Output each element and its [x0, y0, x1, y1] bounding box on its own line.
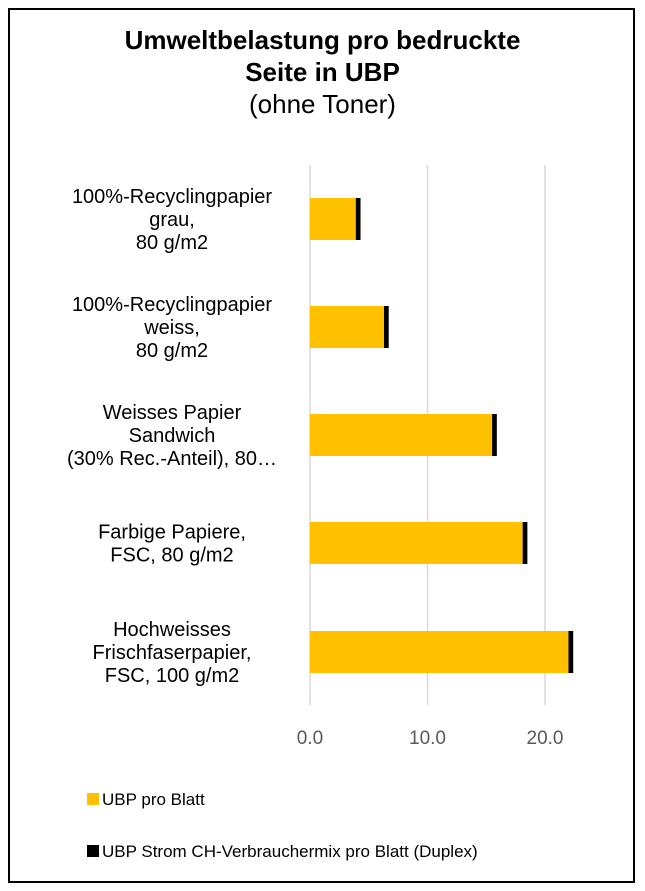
bar-ubp-pro-blatt	[310, 198, 356, 240]
category-label-line: FSC, 80 g/m2	[110, 545, 233, 567]
category-label-line: 100%-Recyclingpapier	[72, 294, 272, 316]
category-label: Weisses Papier Sandwich (30% Rec.-Anteil),…	[67, 402, 277, 470]
category-label: Farbige Papiere, FSC, 80 g/m2	[98, 522, 246, 567]
bar-ubp-strom	[355, 198, 361, 240]
chart-title: Umweltbelastung pro bedruckte Seite in UB…	[0, 24, 645, 120]
legend-swatch	[87, 793, 99, 805]
category-label-line: Weisses Papier	[103, 402, 242, 424]
category-label-line: Frischfaserpapier,	[93, 642, 252, 664]
bar-ubp-strom	[492, 414, 497, 456]
x-tick-label: 20.0	[527, 728, 564, 749]
chart-subtitle: (ohne Toner)	[249, 89, 396, 119]
bar-ubp-strom	[568, 631, 574, 673]
category-label: 100%-Recyclingpapier weiss, 80 g/m2	[72, 294, 272, 362]
bar-ubp-pro-blatt	[310, 631, 569, 673]
category-label-line: weiss,	[143, 317, 200, 339]
x-tick-label: 0.0	[297, 728, 323, 749]
legend-label: UBP Strom CH-Verbrauchermix pro Blatt (D…	[102, 842, 478, 861]
category-label-line: Farbige Papiere,	[98, 522, 246, 544]
category-label-line: 80 g/m2	[136, 232, 208, 254]
category-label-line: FSC, 100 g/m2	[105, 665, 240, 687]
category-label-line: 100%-Recyclingpapier	[72, 186, 272, 208]
category-label-line: Hochweisses	[113, 619, 231, 641]
bar-ubp-strom	[384, 306, 389, 348]
bar-ubp-pro-blatt	[310, 414, 493, 456]
category-label-line: grau,	[149, 209, 195, 231]
chart-title-main: Umweltbelastung pro bedruckte Seite in UB…	[124, 25, 521, 87]
bar-ubp-pro-blatt	[310, 522, 523, 564]
category-label-line: Sandwich	[129, 425, 216, 447]
category-label-line: (30% Rec.-Anteil), 80…	[67, 448, 277, 470]
bar-ubp-pro-blatt	[310, 306, 385, 348]
category-label: Hochweisses Frischfaserpapier, FSC, 100 g/…	[93, 619, 252, 687]
legend-label: UBP pro Blatt	[102, 790, 205, 809]
legend-swatch	[87, 845, 99, 857]
x-tick-label: 10.0	[409, 728, 446, 749]
category-label-line: 80 g/m2	[136, 340, 208, 362]
category-label: 100%-Recyclingpapier grau, 80 g/m2	[72, 186, 272, 254]
bar-ubp-strom	[522, 522, 528, 564]
